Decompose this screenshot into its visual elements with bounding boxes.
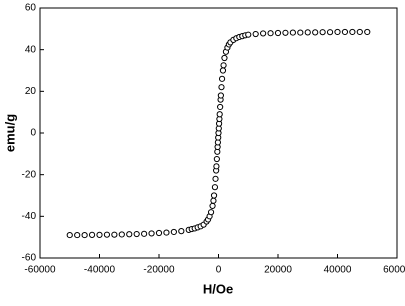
data-point <box>341 28 349 36</box>
x-tick-label: -60000 <box>24 265 56 276</box>
x-tick-label: 40000 <box>324 265 352 276</box>
x-tick-label: 0 <box>216 265 222 276</box>
data-point <box>213 163 220 170</box>
y-tick-label: 60 <box>25 3 37 14</box>
y-tick-label: -60 <box>22 253 37 264</box>
data-point <box>81 231 88 239</box>
data-point <box>219 67 227 74</box>
data-point <box>178 228 185 235</box>
data-point <box>118 231 125 238</box>
data-point <box>267 30 274 37</box>
data-point <box>356 28 363 36</box>
data-point <box>148 230 155 237</box>
x-tick-label: -40000 <box>84 265 116 276</box>
data-point <box>289 29 296 36</box>
y-tick-label: 40 <box>25 44 37 55</box>
data-point <box>96 231 103 238</box>
data-point <box>220 62 227 69</box>
data-point <box>218 84 225 91</box>
y-tick-label: -20 <box>22 169 37 180</box>
data-point <box>210 192 218 199</box>
data-point <box>217 92 224 99</box>
data-point <box>217 103 224 111</box>
data-point <box>103 231 111 238</box>
data-point <box>304 29 311 36</box>
data-point <box>282 29 289 36</box>
data-point <box>334 28 341 36</box>
data-point <box>211 184 219 191</box>
data-point <box>326 29 334 36</box>
data-point <box>170 228 177 236</box>
data-point <box>297 29 304 36</box>
data-point <box>88 231 96 238</box>
data-point <box>319 29 326 36</box>
x-tick-label: -20000 <box>143 265 175 276</box>
data-point <box>364 28 371 36</box>
data-point <box>66 231 73 239</box>
data-point <box>74 231 81 239</box>
data-point <box>163 229 170 236</box>
data-point <box>218 75 226 82</box>
data-point <box>274 29 282 37</box>
data-point <box>245 31 252 38</box>
data-point <box>213 155 220 163</box>
data-point <box>133 230 140 238</box>
data-point <box>207 209 215 216</box>
data-point <box>221 54 228 62</box>
data-point <box>212 175 219 182</box>
data-point <box>141 230 148 237</box>
data-point <box>209 202 216 210</box>
x-tick-label: 60000 <box>383 265 405 276</box>
y-axis-title: emu/g <box>2 114 17 152</box>
data-point <box>349 28 356 36</box>
data-point <box>155 229 163 237</box>
data-point <box>260 30 267 37</box>
y-tick-label: 0 <box>30 128 36 139</box>
data-point <box>216 111 223 118</box>
x-axis-title: H/Oe <box>203 281 233 296</box>
y-tick-label: 20 <box>25 86 37 97</box>
data-point <box>210 197 217 204</box>
data-point <box>126 231 133 238</box>
data-point <box>111 231 118 238</box>
x-tick-label: 20000 <box>264 265 292 276</box>
data-point <box>312 29 319 36</box>
data-point <box>252 30 259 38</box>
y-tick-label: -40 <box>22 211 37 222</box>
